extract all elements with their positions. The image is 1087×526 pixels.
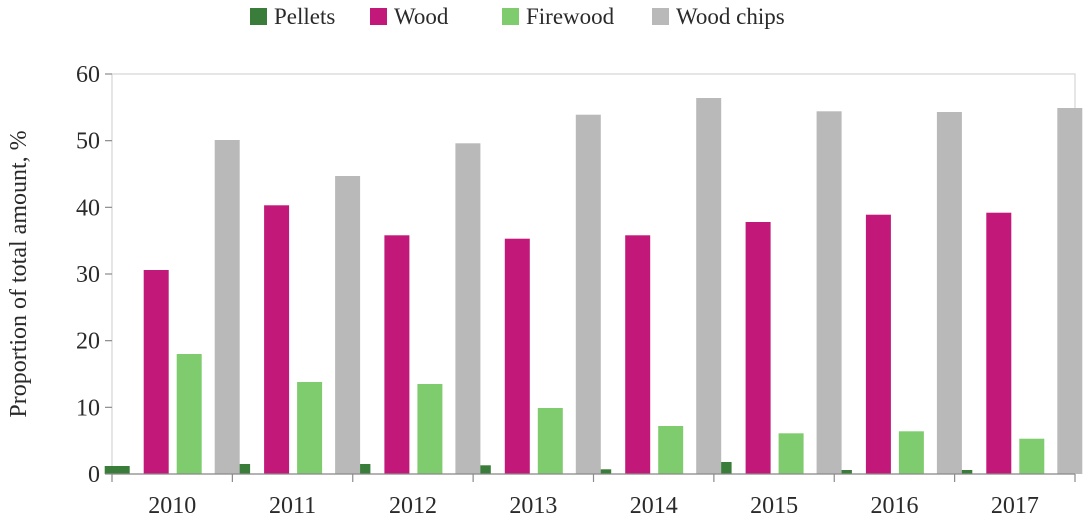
bar-wood-chips-2013 [575, 114, 601, 474]
legend: Pellets Wood Firewood Wood chips [250, 4, 785, 29]
x-tick-label: 2010 [148, 493, 196, 519]
y-axis-title: Proportion of total amount, % [6, 130, 32, 417]
y-tick-label: 0 [88, 462, 100, 488]
legend-swatch-wood-chips [652, 8, 669, 25]
x-axis-ticks: 2010 2011 2012 2013 2014 2015 2016 2017 [111, 474, 1076, 519]
plot-area [104, 73, 1083, 475]
legend-swatch-pellets [250, 8, 267, 25]
y-axis-ticks: 0 10 20 30 40 50 60 [76, 62, 112, 488]
x-tick-label: 2016 [870, 493, 918, 519]
bar-wood-chips-2017 [1057, 108, 1083, 474]
bar-wood-2011 [264, 205, 290, 475]
bar-firewood-2012 [417, 384, 443, 474]
bar-pellets-2010 [104, 466, 130, 474]
bar-wood-2017 [986, 212, 1012, 474]
bar-wood-chips-2016 [936, 112, 962, 474]
bar-wood-2016 [865, 214, 891, 474]
bar-wood-chips-2010 [214, 140, 240, 474]
x-tick-label: 2015 [750, 493, 798, 519]
bar-wood-chips-2014 [696, 98, 722, 474]
bar-wood-chips-2012 [455, 143, 481, 475]
legend-label-wood-chips: Wood chips [676, 4, 785, 29]
bar-wood-chips-2015 [816, 111, 842, 475]
bar-wood-2013 [504, 238, 530, 474]
y-tick-label: 20 [76, 329, 100, 355]
y-tick-label: 40 [76, 195, 100, 221]
bar-firewood-2011 [297, 382, 323, 474]
x-tick-label: 2011 [269, 493, 316, 519]
bar-firewood-2015 [778, 433, 804, 474]
legend-label-wood: Wood [394, 4, 449, 29]
legend-label-firewood: Firewood [526, 4, 615, 29]
legend-swatch-wood [370, 8, 387, 25]
bars [104, 98, 1083, 475]
bar-wood-2014 [625, 235, 651, 474]
y-tick-label: 10 [76, 395, 100, 421]
legend-label-pellets: Pellets [274, 4, 335, 29]
y-tick-label: 50 [76, 129, 100, 155]
bar-firewood-2010 [176, 354, 202, 474]
bar-wood-chips-2011 [335, 176, 361, 474]
x-tick-label: 2014 [630, 493, 678, 519]
bar-firewood-2016 [898, 431, 924, 474]
legend-swatch-firewood [502, 8, 519, 25]
bar-firewood-2017 [1019, 438, 1045, 474]
bar-firewood-2014 [658, 426, 684, 474]
y-tick-label: 60 [76, 62, 100, 88]
bar-firewood-2013 [537, 408, 563, 474]
x-tick-label: 2012 [389, 493, 437, 519]
x-tick-label: 2017 [991, 493, 1039, 519]
bar-wood-2010 [143, 270, 169, 474]
y-tick-label: 30 [76, 262, 100, 288]
bar-wood-2012 [384, 235, 410, 474]
bar-wood-2015 [745, 222, 771, 474]
x-tick-label: 2013 [509, 493, 557, 519]
